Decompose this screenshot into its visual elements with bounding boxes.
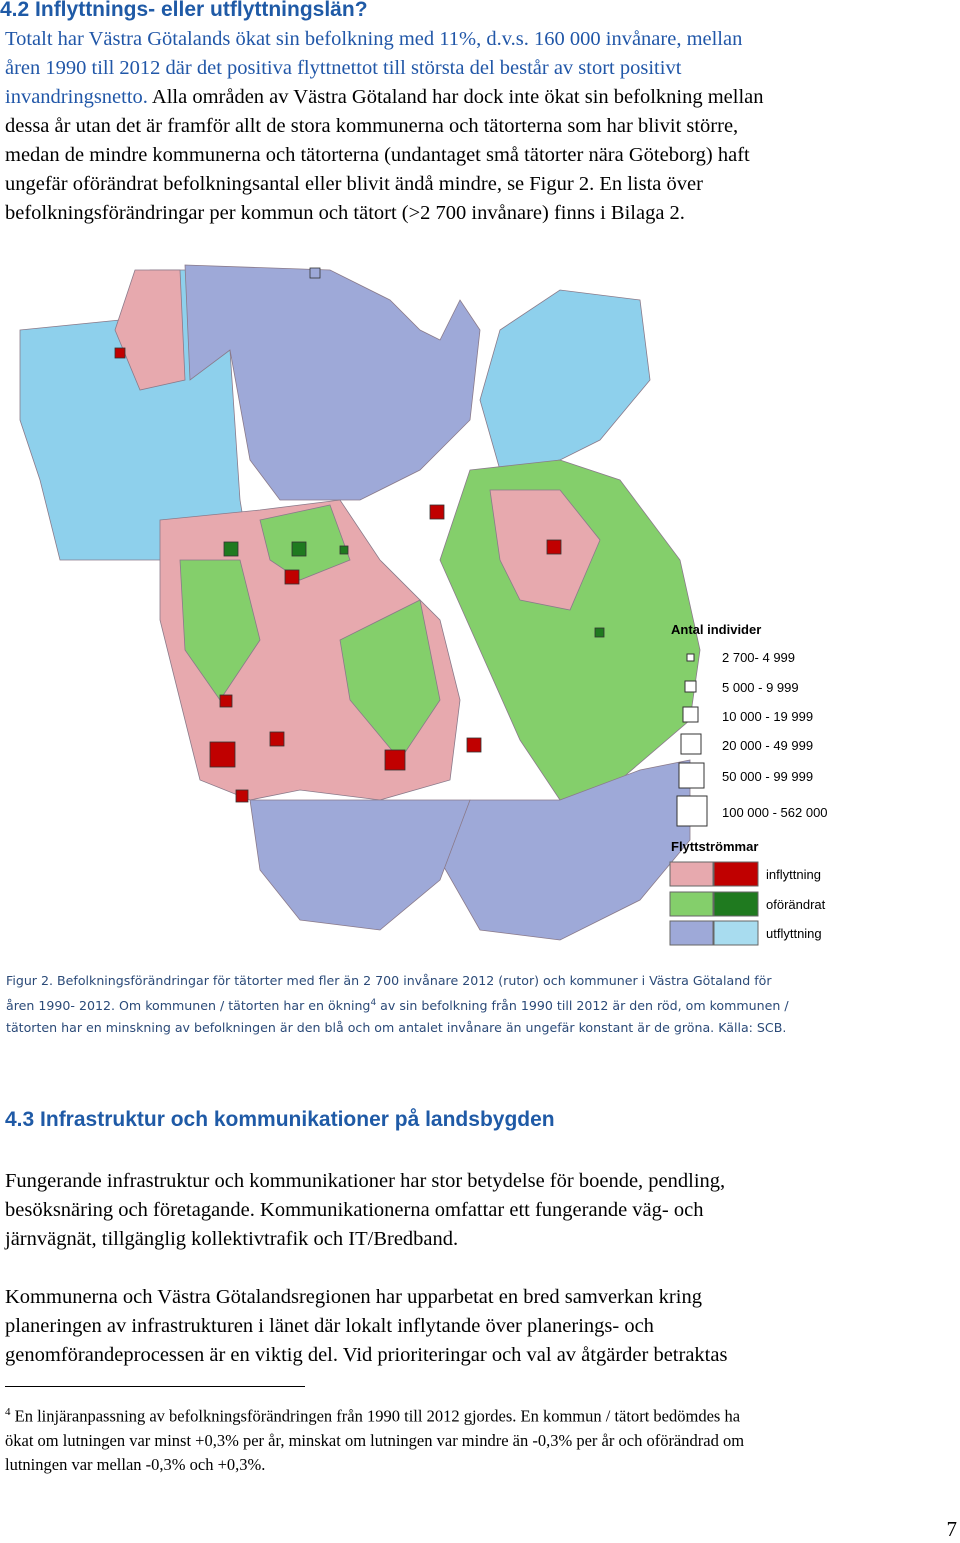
town (209, 741, 236, 768)
text-line: planeringen av infrastrukturen i länet d… (5, 1315, 654, 1337)
text-span: åren 1990- 2012. Om kommunen / tätorten … (6, 998, 371, 1014)
region (114, 269, 186, 391)
text-line: Totalt har Västra Götalands ökat sin bef… (5, 28, 743, 50)
town (546, 539, 562, 555)
legend-label: 20 000 - 49 999 (722, 738, 813, 753)
legend-label: utflyttning (766, 926, 822, 941)
footnote-ref: 4 (370, 998, 377, 1008)
legend-swatch (713, 891, 759, 917)
text-line: dessa år utan det är framför allt de sto… (5, 115, 739, 137)
text-line: ungefär oförändrat befolkningsantal elle… (5, 173, 703, 195)
region (179, 559, 261, 701)
legend-symbol (676, 795, 708, 827)
text-span: invandringsnetto. (5, 86, 148, 108)
caption-line: tätorten har en minskning av befolkninge… (6, 1020, 787, 1036)
town (384, 749, 406, 771)
figure-caption: Figur 2. Befolkningsförändringar för tät… (6, 970, 789, 1039)
paragraph: Totalt har Västra Götalands ökat sin bef… (5, 25, 764, 228)
town (291, 541, 307, 557)
legend-label: 2 700- 4 999 (722, 650, 795, 665)
legend-label: inflyttning (766, 867, 821, 882)
text-line: genomförandeprocessen är en viktig del. … (5, 1344, 728, 1366)
town (235, 789, 249, 803)
legend-symbol (680, 733, 702, 755)
town (466, 737, 482, 753)
text-line: befolkningsförändringar per kommun och t… (5, 202, 685, 224)
legend-symbol (678, 762, 705, 789)
legend-label: 5 000 - 9 999 (722, 680, 799, 695)
legend-label: oförändrat (766, 897, 826, 912)
legend-swatch (713, 920, 759, 946)
legend-symbol (684, 680, 697, 693)
legend-swatch (669, 891, 714, 917)
caption-line: åren 1990- 2012. Om kommunen / tätorten … (6, 992, 789, 1017)
paragraph: Kommunerna och Västra Götalandsregionen … (5, 1283, 727, 1370)
text-span: Alla områden av Västra Götaland har dock… (151, 86, 764, 108)
text-line: medan de mindre kommunerna och tätortern… (5, 144, 750, 166)
town (594, 627, 605, 638)
region (339, 599, 441, 761)
legend-label: 50 000 - 99 999 (722, 769, 813, 784)
legend-label: 10 000 - 19 999 (722, 709, 813, 724)
legend-symbol (686, 653, 695, 662)
town (219, 694, 233, 708)
text-line: åren 1990 till 2012 där det positiva fly… (5, 57, 682, 79)
town (309, 267, 321, 279)
caption-line: Figur 2. Befolkningsförändringar för tät… (6, 973, 772, 988)
map (19, 264, 701, 941)
text-line: Kommunerna och Västra Götalandsregionen … (5, 1286, 702, 1308)
text-line: järnvägnät, tillgänglig kollektivtrafik … (5, 1228, 459, 1250)
footnote-rule (5, 1386, 305, 1387)
legend-title: Flyttströmmar (671, 839, 758, 854)
legend-swatch (713, 861, 759, 887)
text-line: besöksnäring och företagande. Kommunikat… (5, 1199, 704, 1221)
region (184, 264, 481, 501)
legend-swatch (669, 920, 714, 946)
legend-symbol (682, 706, 699, 723)
text-line: ökat om lutningen var minst +0,3% per år… (5, 1430, 745, 1450)
text-line: invandringsnetto. Alla områden av Västra… (5, 83, 764, 112)
paragraph: Fungerande infrastruktur och kommunikati… (5, 1167, 725, 1254)
town (269, 731, 285, 747)
page-number: 7 (946, 1517, 958, 1541)
footnote-number: 4 (5, 1406, 11, 1418)
town (429, 504, 445, 520)
text-line: 4 En linjäranpassning av befolkningsförä… (5, 1400, 744, 1429)
text-line: Fungerande infrastruktur och kommunikati… (5, 1170, 726, 1192)
town (223, 541, 239, 557)
region (249, 799, 471, 931)
town (114, 347, 126, 359)
text-span: av sin befolkning från 1990 till 2012 är… (376, 998, 789, 1014)
town (284, 569, 300, 585)
footnote: 4 En linjäranpassning av befolkningsförä… (5, 1400, 744, 1477)
text-span: En linjäranpassning av befolkningsföränd… (10, 1406, 741, 1426)
heading: 4.3 Infrastruktur och kommunikationer på… (5, 1108, 555, 1131)
legend-swatch (669, 861, 714, 887)
legend-title: Antal individer (671, 622, 761, 637)
town (339, 545, 349, 555)
map-figure: Antal individer 2 700- 4 999 5 000 - 9 9… (19, 264, 828, 946)
text-line: lutningen var mellan -0,3% och +0,3%. (5, 1454, 266, 1474)
region (489, 489, 601, 611)
lake (479, 289, 651, 471)
legend: Antal individer 2 700- 4 999 5 000 - 9 9… (669, 622, 828, 946)
town-markers (114, 267, 605, 803)
heading: 4.2 Inflyttnings- eller utflyttningslän? (0, 0, 368, 21)
legend-label: 100 000 - 562 000 (722, 805, 828, 820)
